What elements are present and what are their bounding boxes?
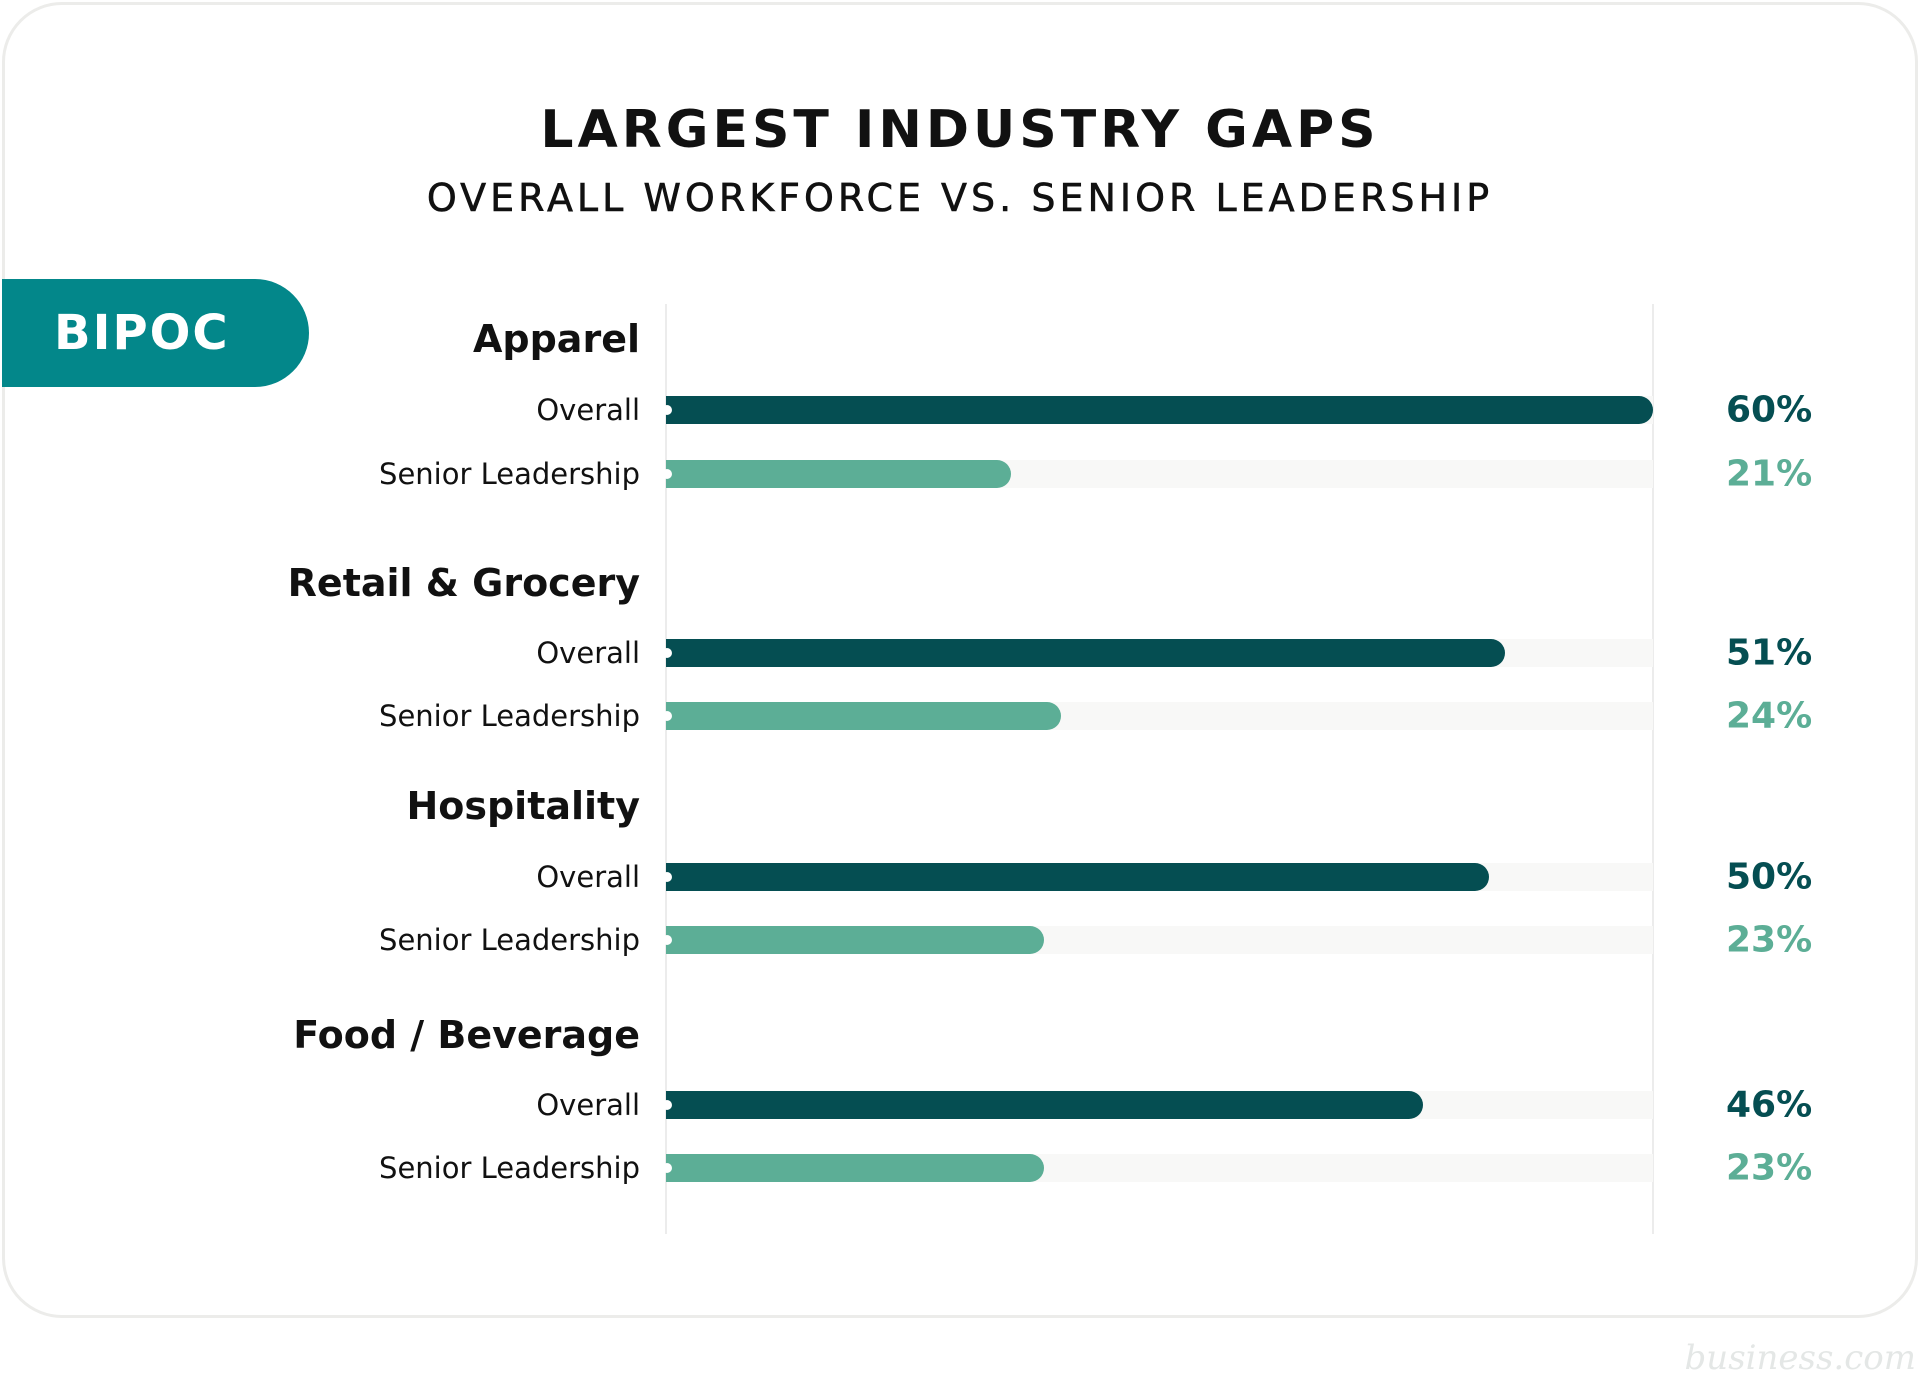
bar-track xyxy=(662,1091,1653,1119)
senior-bar xyxy=(662,1154,1045,1182)
bar-track xyxy=(662,702,1653,730)
series-label: Senior Leadership xyxy=(379,1151,640,1185)
watermark: business.com xyxy=(1684,1338,1916,1378)
senior-bar xyxy=(662,702,1061,730)
bar-track xyxy=(662,639,1653,667)
senior-bar xyxy=(662,460,1012,488)
category-label: Food / Beverage xyxy=(293,1013,640,1057)
category-label: Retail & Grocery xyxy=(287,561,640,605)
series-label: Senior Leadership xyxy=(379,923,640,957)
series-label: Overall xyxy=(536,860,640,894)
category-label: Apparel xyxy=(473,317,640,361)
overall-bar xyxy=(662,639,1505,667)
axis-right-line xyxy=(1652,304,1654,1234)
value-label: 46% xyxy=(1726,1084,1813,1126)
bar-start-dot xyxy=(662,1163,672,1173)
series-label: Overall xyxy=(536,393,640,427)
bar-start-dot xyxy=(662,469,672,479)
bar-track xyxy=(662,1154,1653,1182)
bar-track xyxy=(662,926,1653,954)
category-label: Hospitality xyxy=(406,784,640,828)
series-label: Overall xyxy=(536,1088,640,1122)
bar-start-dot xyxy=(662,872,672,882)
bar-track xyxy=(662,863,1653,891)
overall-bar xyxy=(662,396,1653,424)
bar-start-dot xyxy=(662,935,672,945)
axis-left-line xyxy=(665,304,667,1234)
bar-start-dot xyxy=(662,1100,672,1110)
bar-track xyxy=(662,460,1653,488)
series-label: Overall xyxy=(536,636,640,670)
series-label: Senior Leadership xyxy=(379,699,640,733)
bar-start-dot xyxy=(662,648,672,658)
chart-title: LARGEST INDUSTRY GAPS xyxy=(540,100,1380,160)
bar-track xyxy=(662,396,1653,424)
series-label: Senior Leadership xyxy=(379,457,640,491)
value-label: 60% xyxy=(1726,389,1813,431)
value-label: 51% xyxy=(1726,632,1813,674)
value-label: 23% xyxy=(1726,919,1813,961)
overall-bar xyxy=(662,1091,1423,1119)
value-label: 50% xyxy=(1726,856,1813,898)
value-label: 24% xyxy=(1726,695,1813,737)
value-label: 23% xyxy=(1726,1147,1813,1189)
overall-bar xyxy=(662,863,1489,891)
value-label: 21% xyxy=(1726,453,1813,495)
bar-start-dot xyxy=(662,711,672,721)
bar-start-dot xyxy=(662,405,672,415)
group-badge: BIPOC xyxy=(2,279,309,387)
chart-subtitle: OVERALL WORKFORCE VS. SENIOR LEADERSHIP xyxy=(426,176,1494,221)
senior-bar xyxy=(662,926,1045,954)
